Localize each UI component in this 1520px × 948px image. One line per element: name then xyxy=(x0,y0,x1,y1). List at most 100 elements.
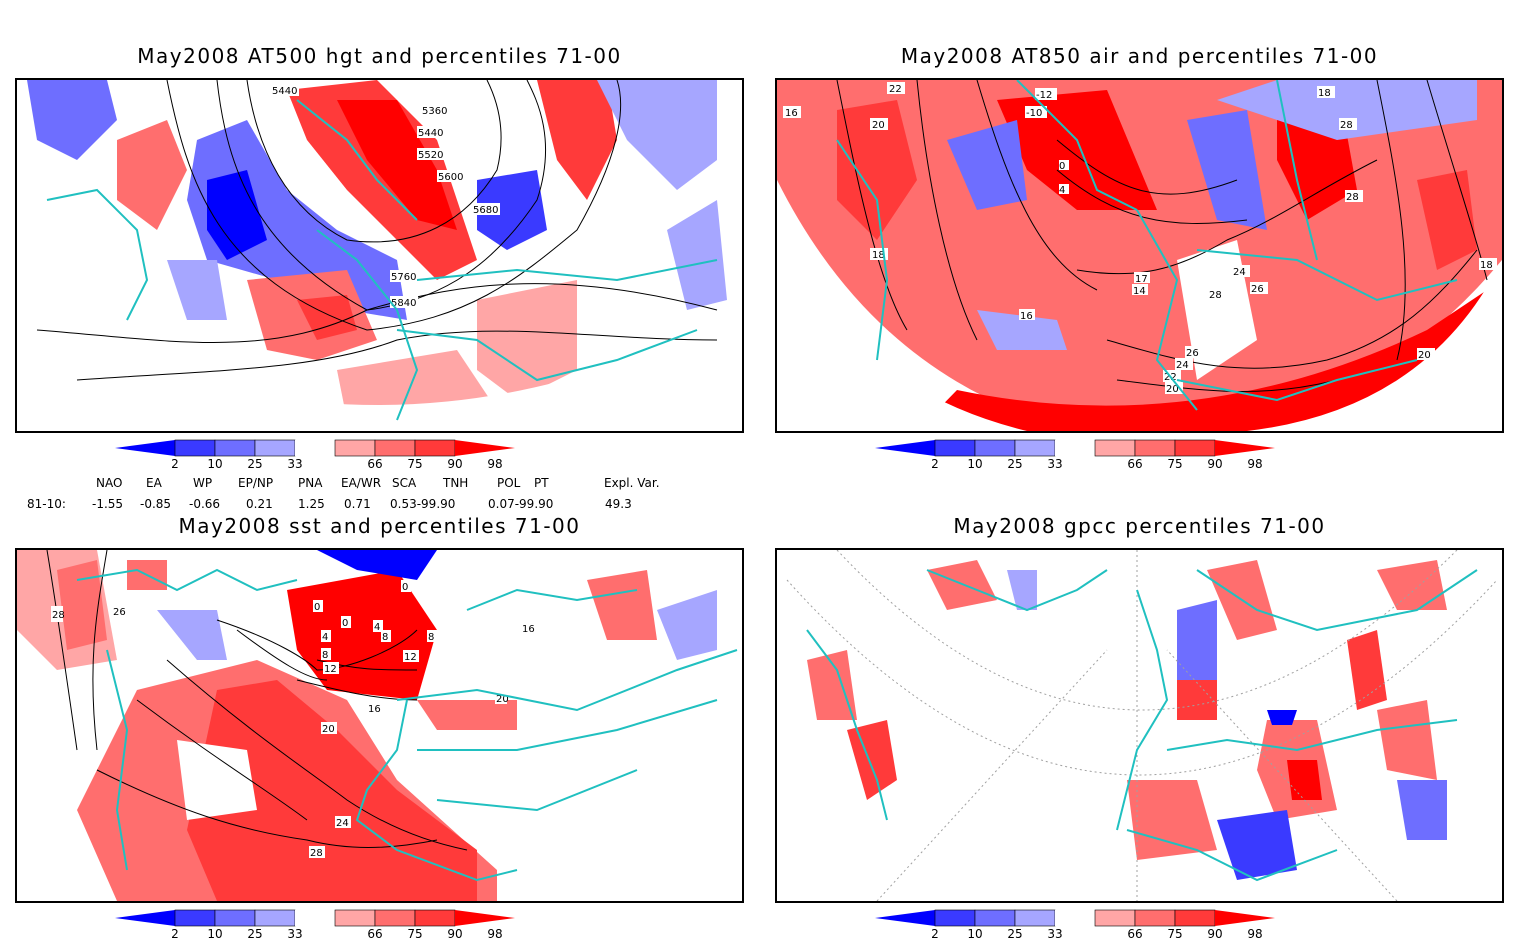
colorbar-tick-label: 25 xyxy=(1007,457,1023,471)
hemisphere-edge xyxy=(17,310,742,431)
colorbar-segment xyxy=(214,909,256,927)
blue-anomaly xyxy=(597,80,717,190)
colorbar-graphic xyxy=(875,909,1275,927)
red-anomaly xyxy=(1377,560,1447,610)
coastlines xyxy=(46,99,718,421)
index-header: SCA xyxy=(392,476,417,490)
contour-label: 5760 xyxy=(391,272,416,283)
colorbar-hgt500: 2 10 25 33 66 75 90 98 xyxy=(115,438,645,478)
colorbar-segment xyxy=(1094,439,1136,457)
colorbar-graphic xyxy=(115,439,515,457)
index-header: EP/NP xyxy=(238,476,274,490)
contour-label: 20 xyxy=(1166,384,1179,395)
contour-label: 12 xyxy=(404,652,417,663)
red-anomaly xyxy=(587,570,657,640)
colorbar-tick-label: 10 xyxy=(207,457,223,471)
contour-label: 5440 xyxy=(272,86,297,97)
colorbar-graphic xyxy=(875,439,1275,457)
hemisphere-edge xyxy=(777,180,1027,431)
contour-label: 28 xyxy=(1209,290,1222,301)
colorbar-tick-label: 98 xyxy=(487,457,503,471)
colorbar-segment xyxy=(1014,439,1056,457)
contour-label: 20 xyxy=(496,694,509,705)
coastlines xyxy=(806,569,1478,882)
blue-anomaly xyxy=(477,170,547,250)
colorbar-tick-label: 98 xyxy=(1247,457,1263,471)
contour-label: 16 xyxy=(785,108,798,119)
contour-label: -12 xyxy=(1036,90,1052,101)
red-anomaly xyxy=(847,720,897,800)
contour-label: 20 xyxy=(1418,350,1431,361)
colorbar-segment xyxy=(1174,909,1216,927)
colorbar-tick-label: 33 xyxy=(287,457,303,471)
map-hgt500: 5440 5360 5440 5520 5600 5680 5760 5840 xyxy=(17,80,742,431)
blue-anomaly xyxy=(167,260,227,320)
contour-labels: 5440 5360 5440 5520 5600 5680 5760 5840 xyxy=(271,84,500,309)
blue-anomaly xyxy=(657,590,717,660)
contour-label: 0 xyxy=(402,582,408,593)
contour-label: -10 xyxy=(1026,108,1042,119)
index-header: PNA xyxy=(298,476,323,490)
colorbar-segment xyxy=(214,439,256,457)
colorbar-arrow-low xyxy=(875,440,935,456)
colorbar-segment xyxy=(295,440,335,456)
contour-label: 0 xyxy=(342,618,348,629)
colorbar-segment xyxy=(974,439,1016,457)
contour-label: 4 xyxy=(322,632,328,643)
blue-anomaly xyxy=(1217,80,1477,140)
colorbar-segment xyxy=(974,909,1016,927)
colorbar-segment xyxy=(1094,909,1136,927)
blue-anomaly xyxy=(1187,110,1267,230)
colorbar-tick-label: 10 xyxy=(967,927,983,941)
red-anomaly xyxy=(417,700,517,730)
colorbar-tick-label: 75 xyxy=(407,457,423,471)
colorbar-gpcc: 2 10 25 33 66 75 90 98 xyxy=(875,908,1405,948)
blue-anomaly xyxy=(947,120,1027,210)
colorbar-sst: 2 10 25 33 66 75 90 98 xyxy=(115,908,645,948)
colorbar-tick-label: 75 xyxy=(1167,457,1183,471)
map-sst: 28 26 0 0 0 4 4 8 8 8 12 12 16 16 20 20 … xyxy=(17,550,742,901)
colorbar-tick-label: 33 xyxy=(287,927,303,941)
red-anomaly xyxy=(537,80,617,200)
colorbar-segment xyxy=(934,439,976,457)
hemisphere-edge xyxy=(1247,260,1502,431)
blue-anomaly xyxy=(27,80,117,160)
blue-anomaly xyxy=(1397,780,1447,840)
colorbar-tick-label: 25 xyxy=(247,927,263,941)
index-header: Expl. Var. xyxy=(604,476,660,490)
contour-label: 0 xyxy=(314,602,320,613)
colorbar-arrow-low xyxy=(115,440,175,456)
colorbar-segment xyxy=(1055,910,1095,926)
blue-anomaly-core xyxy=(317,550,437,580)
index-header: PT xyxy=(534,476,549,490)
index-row-label: 81-10: xyxy=(27,497,66,511)
contour-label: 28 xyxy=(310,848,323,859)
red-anomaly xyxy=(477,280,577,400)
index-header: NAO xyxy=(96,476,123,490)
colorbar-tick-label: 2 xyxy=(171,457,179,471)
colorbar-segment xyxy=(295,910,335,926)
contour-label: 22 xyxy=(889,84,902,95)
index-value-pol-pt: 0.07-99.90 xyxy=(488,497,554,511)
colorbar-tick-label: 66 xyxy=(367,457,383,471)
blue-anomaly xyxy=(977,310,1067,350)
coastlines xyxy=(76,568,738,882)
contour-label: 4 xyxy=(374,622,380,633)
contour-label: 16 xyxy=(368,704,381,715)
hemisphere-edge-right xyxy=(497,730,742,901)
contour-label: 16 xyxy=(1020,311,1033,322)
red-anomaly xyxy=(117,120,187,230)
red-anomaly xyxy=(1377,700,1437,780)
colorbar-tick-label: 2 xyxy=(931,927,939,941)
red-anomaly-core xyxy=(917,280,1502,431)
red-anomaly xyxy=(807,650,857,720)
colorbar-arrow-high xyxy=(1215,440,1275,456)
colorbar-segment xyxy=(1134,909,1176,927)
coastlines xyxy=(836,80,1458,411)
colorbar-tick-label: 66 xyxy=(1127,927,1143,941)
contour-label: 5440 xyxy=(418,128,443,139)
index-header: POL xyxy=(497,476,521,490)
index-value-pna: 1.25 xyxy=(298,497,325,511)
red-anomaly xyxy=(57,560,107,650)
contour-label: 26 xyxy=(113,607,126,618)
